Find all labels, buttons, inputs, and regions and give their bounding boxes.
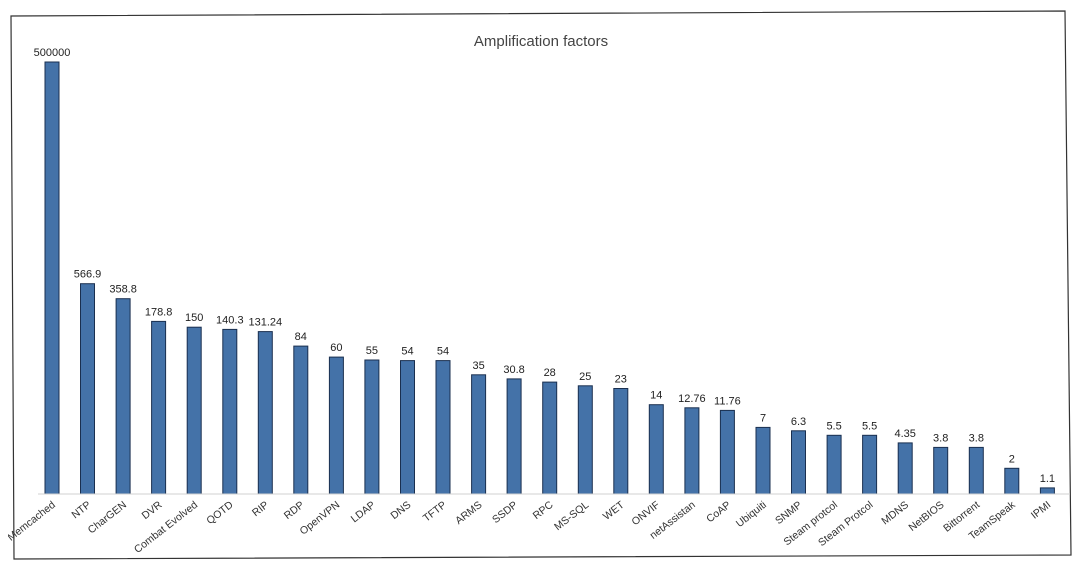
x-tick-label: SSDP	[490, 499, 520, 526]
x-tick-label: CoAP	[704, 499, 733, 525]
value-label: 14	[650, 390, 662, 402]
bar	[115, 298, 131, 495]
bar	[968, 446, 984, 495]
value-label: 25	[579, 371, 591, 383]
bar	[719, 409, 735, 495]
x-tick-label: DVR	[140, 499, 165, 522]
bars-group	[44, 61, 1055, 495]
value-label: 500000	[34, 47, 71, 59]
bar	[364, 359, 380, 495]
value-label: 131.24	[248, 317, 282, 329]
chart-title: Amplification factors	[474, 33, 608, 50]
bar	[471, 374, 487, 495]
value-label: 1.1	[1040, 473, 1055, 485]
value-label: 12.76	[678, 393, 706, 405]
value-label: 3.8	[933, 432, 948, 444]
bar	[400, 360, 415, 495]
value-label: 5.5	[826, 420, 841, 432]
x-tick-label: MDNS	[879, 499, 911, 527]
x-tick-label: RPC	[531, 499, 556, 522]
x-tick-label: LDAP	[349, 499, 378, 525]
bar	[897, 442, 913, 495]
x-tick-label: MS-SQL	[552, 499, 591, 533]
bar	[1004, 467, 1020, 495]
x-tick-label: DNS	[388, 499, 413, 522]
value-label: 3.8	[969, 432, 984, 444]
value-label: 54	[401, 346, 413, 358]
value-label: 358.8	[109, 284, 137, 296]
bar	[506, 378, 522, 495]
value-label: 2	[1009, 453, 1015, 465]
value-label: 35	[472, 360, 484, 372]
value-label: 55	[366, 345, 378, 357]
value-label: 30.8	[503, 364, 524, 376]
x-tick-label: NTP	[69, 499, 93, 521]
chart-frame: Amplification factors 500000 566.9 358.8 17…	[8, 10, 1073, 562]
x-tick-label: QOTD	[204, 499, 236, 527]
x-tick-label: OpenVPN	[298, 499, 343, 538]
x-tick-label: NetBIOS	[907, 499, 947, 534]
value-label: 28	[544, 367, 556, 379]
bar	[648, 404, 664, 495]
value-label: 60	[330, 342, 342, 354]
bar	[862, 434, 878, 495]
x-tick-label: IPMI	[1029, 499, 1053, 522]
x-tick-label: SNMP	[773, 499, 804, 527]
value-label: 178.8	[145, 306, 173, 318]
value-label: 7	[760, 412, 766, 424]
bar	[186, 326, 202, 495]
x-tick-label: RIP	[250, 499, 271, 519]
bar	[80, 283, 95, 495]
bar	[826, 434, 842, 495]
value-label: 6.3	[791, 416, 806, 428]
bar	[684, 407, 700, 495]
chart-border	[10, 10, 1072, 560]
bar	[293, 345, 309, 495]
value-label: 140.3	[216, 314, 244, 326]
bar	[151, 320, 167, 495]
x-tick-label: WET	[601, 499, 627, 523]
bar	[435, 360, 451, 495]
value-label: 23	[615, 374, 627, 386]
bar	[222, 328, 238, 495]
x-tick-label: Ubiquiti	[734, 499, 769, 530]
value-label: 4.35	[894, 428, 915, 440]
x-tick-label: Combat Evolved	[132, 499, 200, 556]
x-tick-label: TFTP	[421, 499, 449, 525]
bar	[1039, 487, 1055, 495]
x-tick-label: RDP	[282, 499, 307, 522]
x-tick-label: CharGEN	[86, 499, 129, 536]
bar	[328, 356, 344, 495]
bar	[542, 381, 558, 495]
value-label: 11.76	[714, 395, 741, 407]
bar	[755, 426, 771, 495]
bar	[44, 61, 60, 495]
x-tick-label: ARMS	[453, 499, 484, 527]
bar	[577, 385, 593, 495]
value-labels-group: 500000 566.9 358.8 178.8 150 140.3 131.24 84 60 5…	[34, 47, 1055, 485]
x-tick-label: Memcached	[8, 499, 58, 544]
value-label: 5.5	[862, 420, 877, 432]
bar	[791, 430, 806, 495]
value-label: 566.9	[74, 269, 102, 281]
bar-chart: Amplification factors 500000 566.9 358.8 17…	[8, 10, 1072, 560]
bar	[613, 388, 629, 495]
bar	[257, 331, 273, 495]
value-label: 150	[185, 312, 203, 324]
bar	[933, 446, 949, 495]
value-label: 84	[295, 331, 307, 343]
value-label: 54	[437, 346, 449, 358]
